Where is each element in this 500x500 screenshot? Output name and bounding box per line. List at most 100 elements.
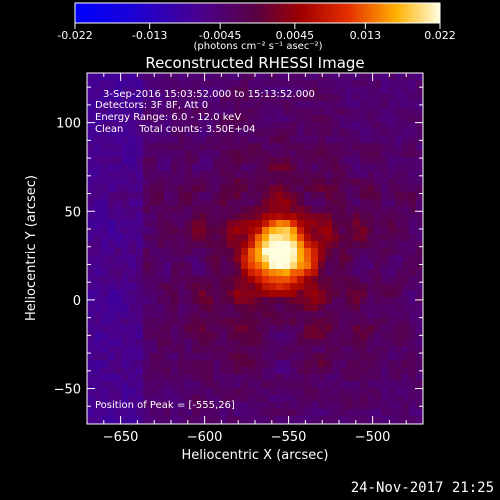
heatmap-cell: [367, 178, 374, 185]
heatmap-cell: [297, 213, 304, 220]
heatmap-cell: [318, 80, 325, 87]
heatmap-cell: [346, 381, 353, 388]
heatmap-cell: [262, 122, 269, 129]
heatmap-cell: [395, 220, 402, 227]
heatmap-cell: [374, 297, 381, 304]
heatmap-cell: [185, 395, 192, 402]
heatmap-cell: [234, 171, 241, 178]
heatmap-cell: [255, 129, 262, 136]
heatmap-cell: [136, 129, 143, 136]
heatmap-cell: [381, 416, 388, 423]
heatmap-cell: [108, 227, 115, 234]
heatmap-cell: [318, 388, 325, 395]
heatmap-cell: [311, 178, 318, 185]
heatmap-cell: [346, 157, 353, 164]
heatmap-cell: [304, 297, 311, 304]
heatmap-cell: [339, 332, 346, 339]
heatmap-cell: [346, 416, 353, 423]
heatmap-cell: [108, 213, 115, 220]
heatmap-cell: [206, 206, 213, 213]
heatmap-cell: [213, 304, 220, 311]
heatmap-cell: [255, 241, 262, 248]
heatmap-cell: [381, 381, 388, 388]
heatmap-cell: [136, 185, 143, 192]
heatmap-cell: [227, 325, 234, 332]
heatmap-cell: [129, 290, 136, 297]
heatmap-cell: [241, 87, 248, 94]
heatmap-cell: [367, 171, 374, 178]
heatmap-cell: [87, 290, 94, 297]
heatmap-cell: [185, 276, 192, 283]
heatmap-cell: [164, 157, 171, 164]
heatmap-cell: [206, 164, 213, 171]
heatmap-cell: [171, 136, 178, 143]
heatmap-cell: [115, 94, 122, 101]
heatmap-cell: [241, 171, 248, 178]
heatmap-cell: [416, 213, 423, 220]
heatmap-cell: [297, 353, 304, 360]
heatmap-cell: [402, 276, 409, 283]
heatmap-cell: [255, 164, 262, 171]
heatmap-cell: [185, 311, 192, 318]
heatmap-cell: [220, 402, 227, 409]
heatmap-cell: [220, 416, 227, 423]
heatmap-cell: [395, 346, 402, 353]
heatmap-cell: [318, 409, 325, 416]
heatmap-cell: [311, 115, 318, 122]
heatmap-cell: [248, 213, 255, 220]
heatmap-cell: [164, 346, 171, 353]
heatmap-cell: [395, 353, 402, 360]
heatmap-cell: [220, 374, 227, 381]
heatmap-cell: [241, 374, 248, 381]
heatmap-cell: [395, 304, 402, 311]
heatmap-cell: [115, 220, 122, 227]
heatmap-cell: [115, 101, 122, 108]
heatmap-cell: [199, 115, 206, 122]
heatmap-cell: [311, 136, 318, 143]
heatmap-cell: [381, 374, 388, 381]
heatmap-cell: [150, 227, 157, 234]
heatmap-cell: [122, 171, 129, 178]
heatmap-cell: [318, 108, 325, 115]
heatmap-cell: [388, 353, 395, 360]
heatmap-cell: [269, 339, 276, 346]
heatmap-cell: [395, 360, 402, 367]
heatmap-cell: [213, 290, 220, 297]
heatmap-cell: [171, 171, 178, 178]
heatmap-cell: [304, 80, 311, 87]
heatmap-cell: [164, 192, 171, 199]
heatmap-cell: [283, 101, 290, 108]
heatmap-cell: [388, 101, 395, 108]
heatmap-cell: [101, 381, 108, 388]
heatmap-cell: [339, 318, 346, 325]
heatmap-cell: [87, 248, 94, 255]
heatmap-cell: [395, 73, 402, 80]
heatmap-cell: [381, 80, 388, 87]
heatmap-cell: [360, 241, 367, 248]
heatmap-cell: [94, 185, 101, 192]
heatmap-cell: [164, 248, 171, 255]
heatmap-cell: [185, 262, 192, 269]
heatmap-cell: [416, 108, 423, 115]
heatmap-cell: [185, 122, 192, 129]
heatmap-cell: [136, 402, 143, 409]
heatmap-cell: [353, 157, 360, 164]
heatmap-cell: [388, 157, 395, 164]
heatmap-cell: [381, 73, 388, 80]
heatmap-cell: [171, 157, 178, 164]
heatmap-cell: [283, 416, 290, 423]
heatmap-cell: [143, 276, 150, 283]
heatmap-cell: [332, 402, 339, 409]
heatmap-cell: [395, 129, 402, 136]
heatmap-cell: [164, 143, 171, 150]
x-axis-label: Heliocentric X (arcsec): [182, 448, 329, 463]
heatmap-cell: [185, 346, 192, 353]
heatmap-cell: [416, 388, 423, 395]
heatmap-cell: [115, 171, 122, 178]
heatmap-cell: [220, 276, 227, 283]
heatmap-cell: [304, 381, 311, 388]
heatmap-cell: [248, 87, 255, 94]
heatmap-cell: [304, 248, 311, 255]
heatmap-cell: [318, 171, 325, 178]
heatmap-cell: [87, 122, 94, 129]
